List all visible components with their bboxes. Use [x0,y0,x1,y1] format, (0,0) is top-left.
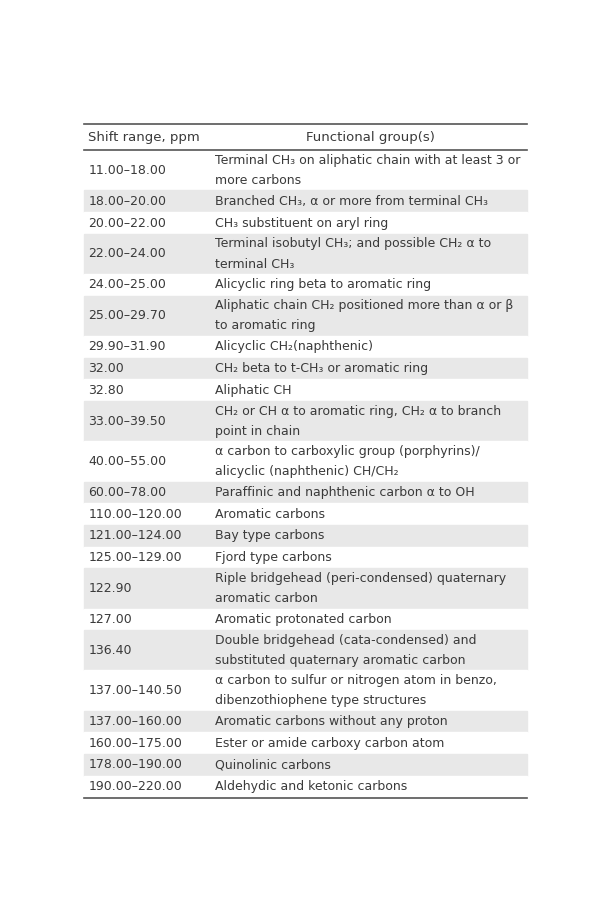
Text: Terminal CH₃ on aliphatic chain with at least 3 or: Terminal CH₃ on aliphatic chain with at … [215,154,521,166]
Text: 18.00–20.00: 18.00–20.00 [88,194,166,208]
Text: 40.00–55.00: 40.00–55.00 [88,454,166,468]
Bar [83,569,527,608]
Text: 178.00–190.00: 178.00–190.00 [88,759,182,771]
Text: CH₂ or CH α to aromatic ring, CH₂ α to branch: CH₂ or CH α to aromatic ring, CH₂ α to b… [215,405,501,418]
Text: 32.00: 32.00 [88,362,124,375]
Bar [83,525,527,546]
Bar [83,630,527,670]
Text: Aldehydic and ketonic carbons: Aldehydic and ketonic carbons [215,780,408,793]
Bar [83,546,527,569]
Text: Aliphatic CH: Aliphatic CH [215,383,292,397]
Text: 33.00–39.50: 33.00–39.50 [88,415,166,428]
Text: Quinolinic carbons: Quinolinic carbons [215,759,331,771]
Text: Paraffinic and naphthenic carbon α to OH: Paraffinic and naphthenic carbon α to OH [215,486,475,499]
Bar [83,441,527,482]
Text: 29.90–31.90: 29.90–31.90 [88,340,166,354]
Text: Terminal isobutyl CH₃; and possible CH₂ α to: Terminal isobutyl CH₃; and possible CH₂ … [215,238,492,250]
Text: Functional group(s): Functional group(s) [306,130,434,144]
Bar [83,234,527,274]
Bar [83,670,527,711]
Bar [83,401,527,441]
Bar [83,608,527,630]
Text: 121.00–124.00: 121.00–124.00 [88,529,182,543]
Text: Double bridgehead (cata-condensed) and: Double bridgehead (cata-condensed) and [215,634,477,647]
Text: Branched CH₃, α or more from terminal CH₃: Branched CH₃, α or more from terminal CH… [215,194,488,208]
Bar [83,150,527,191]
Text: 122.90: 122.90 [88,582,132,595]
Text: 136.40: 136.40 [88,644,132,657]
Text: 24.00–25.00: 24.00–25.00 [88,278,166,292]
Text: to aromatic ring: to aromatic ring [215,320,316,332]
Text: 11.00–18.00: 11.00–18.00 [88,164,166,177]
Bar [83,733,527,754]
Bar [83,380,527,401]
Bar [83,212,527,234]
Bar [83,191,527,212]
Text: more carbons: more carbons [215,174,302,187]
Text: Aliphatic chain CH₂ positioned more than α or β: Aliphatic chain CH₂ positioned more than… [215,300,514,312]
Text: 160.00–175.00: 160.00–175.00 [88,737,182,750]
Text: α carbon to sulfur or nitrogen atom in benzo,: α carbon to sulfur or nitrogen atom in b… [215,674,497,687]
Text: Alicyclic ring beta to aromatic ring: Alicyclic ring beta to aromatic ring [215,278,432,292]
Bar [83,503,527,525]
Text: Aromatic carbons without any proton: Aromatic carbons without any proton [215,715,448,728]
Bar [83,124,527,150]
Text: point in chain: point in chain [215,425,300,437]
Text: 127.00: 127.00 [88,613,132,626]
Bar [83,754,527,776]
Text: substituted quaternary aromatic carbon: substituted quaternary aromatic carbon [215,654,466,667]
Bar [83,274,527,296]
Text: 60.00–78.00: 60.00–78.00 [88,486,166,499]
Bar [83,336,527,357]
Text: 125.00–129.00: 125.00–129.00 [88,551,182,564]
Text: Ester or amide carboxy carbon atom: Ester or amide carboxy carbon atom [215,737,445,750]
Text: 22.00–24.00: 22.00–24.00 [88,248,166,260]
Bar [83,711,527,733]
Text: 32.80: 32.80 [88,383,124,397]
Text: Aromatic carbons: Aromatic carbons [215,508,325,520]
Bar [83,296,527,336]
Text: Riple bridgehead (peri-condensed) quaternary: Riple bridgehead (peri-condensed) quater… [215,572,507,585]
Text: 137.00–140.50: 137.00–140.50 [88,684,182,698]
Text: 137.00–160.00: 137.00–160.00 [88,715,182,728]
Text: Shift range, ppm: Shift range, ppm [88,130,200,144]
Bar [83,482,527,503]
Bar [83,776,527,797]
Text: CH₃ substituent on aryl ring: CH₃ substituent on aryl ring [215,217,389,230]
Text: 110.00–120.00: 110.00–120.00 [88,508,182,520]
Text: α carbon to carboxylic group (porphyrins)/: α carbon to carboxylic group (porphyrins… [215,445,480,458]
Text: terminal CH₃: terminal CH₃ [215,257,295,271]
Bar [83,357,527,380]
Text: 20.00–22.00: 20.00–22.00 [88,217,166,230]
Text: 25.00–29.70: 25.00–29.70 [88,310,166,322]
Text: Bay type carbons: Bay type carbons [215,529,325,543]
Text: CH₂ beta to t-CH₃ or aromatic ring: CH₂ beta to t-CH₃ or aromatic ring [215,362,429,375]
Text: aromatic carbon: aromatic carbon [215,592,318,605]
Text: Fjord type carbons: Fjord type carbons [215,551,332,564]
Text: Alicyclic CH₂(naphthenic): Alicyclic CH₂(naphthenic) [215,340,373,354]
Text: dibenzothiophene type structures: dibenzothiophene type structures [215,694,427,707]
Text: Aromatic protonated carbon: Aromatic protonated carbon [215,613,392,626]
Text: 190.00–220.00: 190.00–220.00 [88,780,182,793]
Text: alicyclic (naphthenic) CH/CH₂: alicyclic (naphthenic) CH/CH₂ [215,465,399,478]
